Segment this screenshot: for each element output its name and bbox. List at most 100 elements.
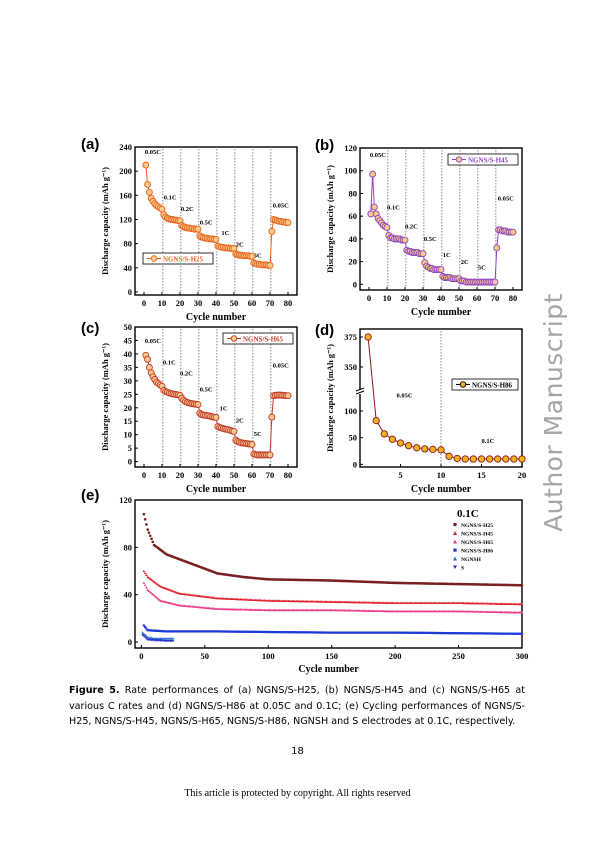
data-point-e-3 (279, 631, 283, 634)
axis-break-mark (355, 390, 365, 395)
data-point-d (453, 454, 461, 463)
data-point-e-3 (231, 630, 234, 633)
data-point-e-3 (160, 630, 163, 633)
data-point-e-3 (220, 630, 223, 633)
data-point-e-3 (263, 630, 266, 634)
y-tick-label-a: 80 (124, 239, 133, 249)
legend-label-e: S (461, 566, 464, 572)
data-point-e-3 (326, 631, 329, 634)
data-point-e-3 (184, 630, 187, 633)
data-point-e-3 (486, 632, 489, 635)
data-point-e-3 (416, 631, 420, 634)
data-point-e-3 (189, 630, 192, 633)
data-point-e-3 (267, 630, 270, 634)
data-point-a (212, 235, 220, 243)
panel-label-a: (a) (81, 136, 99, 153)
data-point-e-3 (331, 631, 335, 634)
data-point-e-3 (165, 630, 168, 633)
data-point-b (401, 236, 409, 244)
data-point-e-3 (443, 631, 446, 635)
data-point-e-3 (273, 630, 276, 634)
data-point-c (144, 355, 152, 363)
data-point-e-2 (152, 594, 156, 597)
data-point-e-3 (207, 630, 210, 633)
data-point-e-5 (171, 639, 175, 643)
data-point-e-3 (277, 631, 280, 634)
x-tick-label-c: 10 (158, 470, 167, 480)
axis-break-mark (355, 387, 365, 392)
rate-label-b: 0.05C (498, 195, 514, 202)
x-tick-label-a: 70 (266, 298, 275, 308)
data-point-e-3 (193, 630, 196, 633)
data-point-e-1 (154, 581, 157, 584)
data-point-e-3 (183, 630, 186, 633)
data-point-e-3 (376, 631, 379, 634)
legend-label-e: NGNS/S-H25 (461, 523, 493, 529)
data-point-e-3 (178, 630, 181, 633)
data-point-d (461, 455, 469, 463)
data-point-e-3 (296, 631, 299, 634)
data-point-e-2 (148, 590, 152, 594)
data-point-e-4 (141, 631, 144, 634)
data-point-e-3 (221, 630, 224, 633)
y-tick-label-e: 40 (124, 590, 133, 600)
data-point-e-3 (401, 631, 404, 634)
data-point-c (266, 451, 274, 459)
data-point-e-3 (373, 631, 376, 634)
data-point-e-3 (272, 630, 275, 634)
data-point-e-3 (241, 630, 244, 633)
data-point-e-3 (456, 632, 459, 635)
data-point-e-3 (292, 631, 295, 634)
y-tick-label-a: 40 (124, 263, 133, 273)
panel-d: (d) 5 10 15 20 350 375 0 50 100 0.05C 0.1C NGNS/S-H8… (315, 322, 526, 495)
data-point-e-3 (320, 631, 323, 634)
data-point-a (284, 219, 292, 226)
legend-box-a (142, 252, 214, 265)
data-point-e-3 (438, 631, 441, 635)
data-point-e-3 (473, 632, 477, 635)
data-point-e-3 (187, 630, 190, 633)
x-tick-label-c: 50 (230, 470, 239, 480)
data-point-e-3 (499, 632, 502, 635)
data-point-e-1 (157, 584, 161, 587)
data-point-e-2 (142, 581, 146, 584)
data-point-e-2 (146, 588, 149, 591)
data-point-e-3 (390, 631, 393, 634)
data-point-e-3 (392, 631, 395, 634)
x-axis-title-c: Cycle number (186, 484, 247, 495)
data-point-e-3 (397, 631, 401, 634)
rate-label-a: 2C (236, 242, 244, 249)
data-point-e-3 (307, 631, 310, 634)
data-point-c (230, 428, 238, 435)
data-point-e-3 (303, 631, 307, 634)
y-tick-label-a: 160 (119, 190, 132, 200)
data-point-e-3 (465, 632, 468, 635)
y-tick-label-e: 120 (119, 495, 132, 505)
data-point-e-2 (151, 592, 155, 596)
x-tick-label-b: 30 (419, 293, 428, 303)
data-point-e-1 (147, 576, 151, 579)
data-point-e-1 (146, 575, 149, 578)
y-tick-label-d: 375 (344, 332, 357, 342)
data-point-d (429, 445, 437, 454)
data-point-e-3 (415, 631, 418, 634)
data-point-d (469, 455, 478, 463)
data-point-e-3 (300, 631, 303, 634)
data-point-e-3 (312, 631, 316, 634)
data-point-e-3 (225, 630, 228, 633)
data-point-e-3 (442, 631, 445, 635)
data-point-d (518, 455, 526, 463)
legend-marker-b (455, 156, 463, 163)
data-point-e-3 (150, 629, 153, 632)
data-point-e-1 (152, 580, 156, 583)
y-tick-label-b: 80 (349, 188, 358, 198)
author-manuscript-watermark: Author Manuscript (518, 267, 588, 557)
data-point-e-3 (274, 630, 277, 634)
data-point-e-3 (348, 631, 351, 634)
x-tick-label-b: 40 (437, 293, 446, 303)
data-point-e-3 (314, 631, 317, 634)
data-point-e-3 (254, 630, 257, 633)
data-point-e-3 (223, 630, 227, 633)
data-point-e-3 (487, 632, 491, 635)
legend-label-b: NGNS/S-H45 (468, 157, 509, 165)
